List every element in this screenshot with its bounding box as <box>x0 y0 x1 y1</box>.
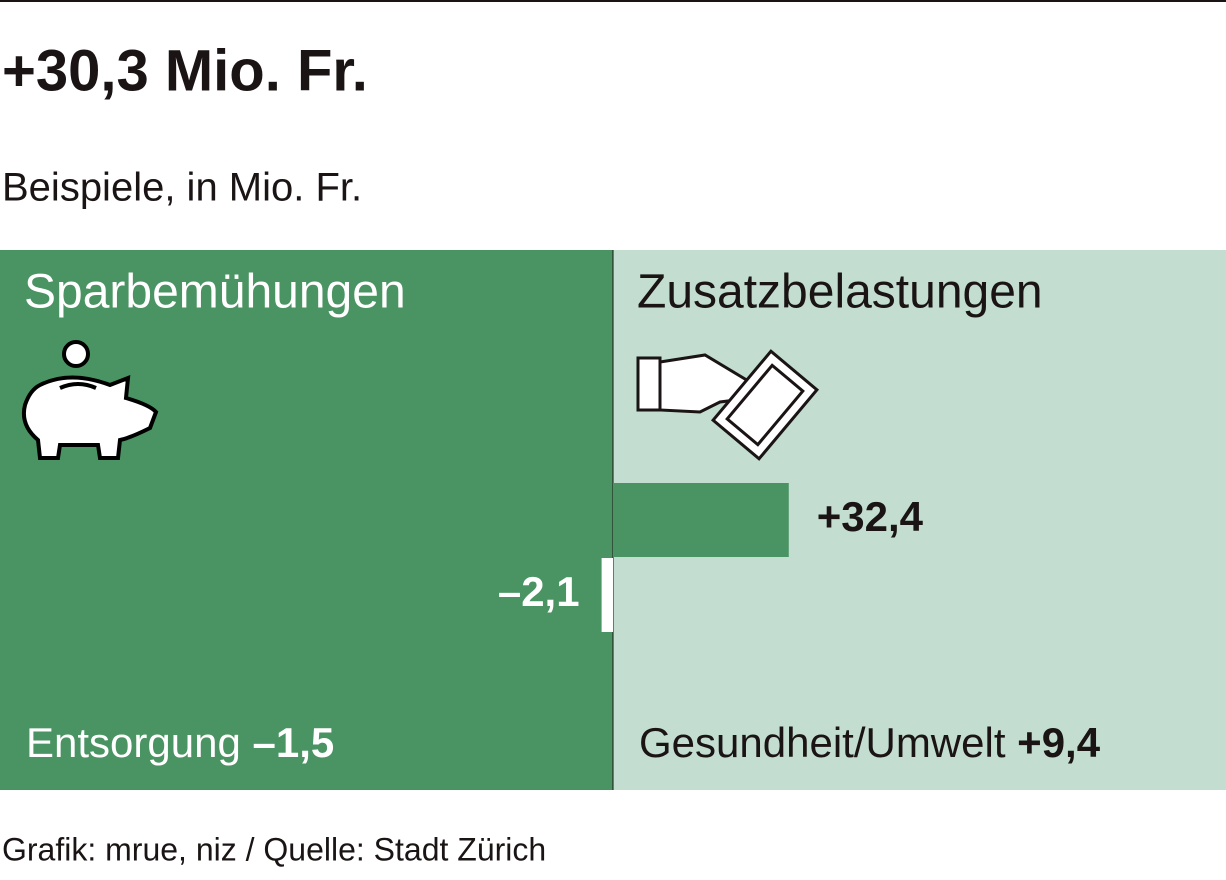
panel-background <box>0 250 613 790</box>
chart-subtitle: Beispiele, in Mio. Fr. <box>2 166 362 210</box>
bars: +32,4 –2,1 <box>498 483 924 632</box>
note-value: –1,5 <box>253 719 335 766</box>
panel-note: Entsorgung –1,5 <box>26 719 334 766</box>
bar <box>601 558 613 632</box>
piggy-bank-icon <box>21 340 159 460</box>
bar <box>613 483 789 557</box>
value-label: +32,4 <box>817 493 924 540</box>
panel-note: Gesundheit/Umwelt +9,4 <box>639 719 1101 766</box>
hand-money-icon <box>636 349 820 461</box>
note-label: Entsorgung <box>26 719 241 766</box>
note-label: Gesundheit/Umwelt <box>639 719 1006 766</box>
chart-title: +30,3 Mio. Fr. <box>2 38 368 103</box>
note-value: +9,4 <box>1017 719 1101 766</box>
panel-label: Zusatzbelastungen <box>637 266 1043 319</box>
source-note: Grafik: mrue, niz / Quelle: Stadt Zürich <box>2 831 546 867</box>
value-label: –2,1 <box>498 568 580 615</box>
panel-label: Sparbemühungen <box>24 266 406 319</box>
icons <box>21 340 820 461</box>
